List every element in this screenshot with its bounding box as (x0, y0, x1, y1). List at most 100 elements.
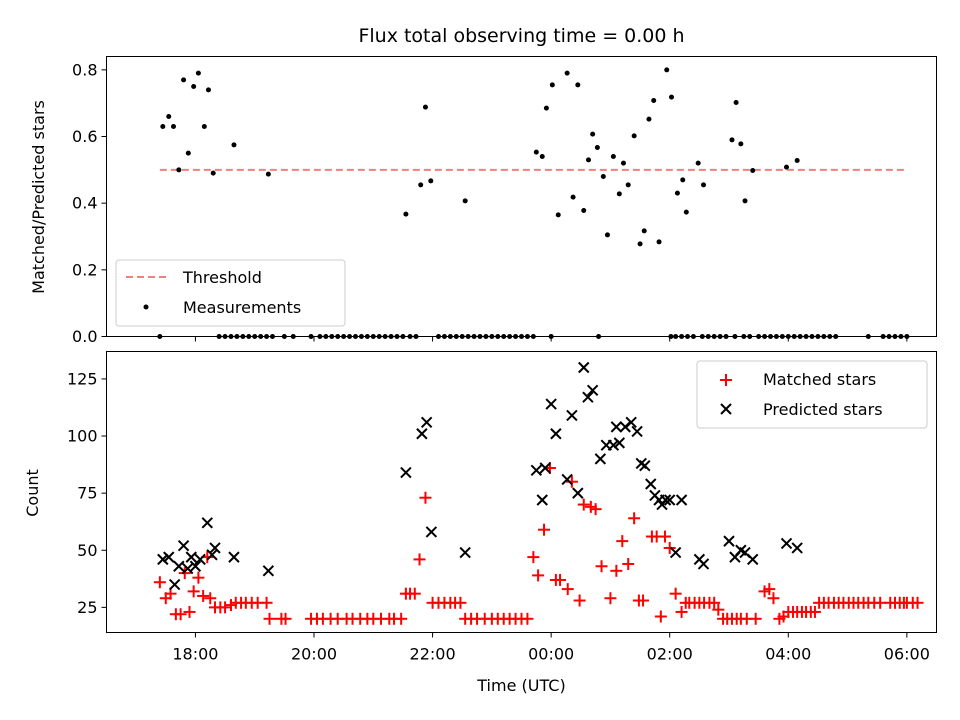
measurement-point (564, 70, 570, 76)
measurement-point (738, 141, 744, 147)
predicted-star-point (228, 551, 240, 563)
predicted-star-point (173, 560, 185, 572)
matched-star-point (595, 560, 608, 573)
measurement-point (620, 160, 626, 166)
measurement-point (827, 334, 833, 339)
legend-measurements-label: Measurements (183, 298, 301, 317)
measurement-point (477, 334, 483, 339)
measurement-point (723, 334, 729, 339)
predicted-star-point (530, 464, 543, 477)
measurement-point (323, 334, 329, 339)
measurement-point (453, 334, 459, 339)
predicted-star-point (607, 439, 620, 451)
measurement-point (513, 334, 519, 339)
predicted-stars-points (157, 361, 803, 591)
matched-star-point (532, 569, 545, 582)
measurement-point (388, 334, 394, 339)
measurement-point (519, 334, 524, 339)
measurement-point (784, 164, 790, 170)
predicted-star-point (586, 384, 599, 397)
matched-star-point (763, 583, 776, 596)
predicted-star-point (566, 409, 578, 422)
predicted-star-point (425, 526, 438, 538)
matched-star-point (521, 612, 534, 625)
matched-star-point (604, 592, 617, 605)
measurement-point (797, 334, 803, 339)
measurement-point (358, 334, 364, 339)
predicted-star-point (459, 546, 471, 559)
matched-star-point (637, 594, 650, 607)
bottom-y-tick-label: 125 (67, 369, 98, 388)
measurement-point (407, 334, 413, 339)
matched-star-point (808, 605, 821, 618)
bottom-x-tick-label: 02:00 (647, 645, 693, 664)
top-y-tick-label: 0.8 (72, 60, 97, 79)
measurement-point (680, 177, 686, 183)
predicted-star-point (594, 453, 607, 465)
measurement-point (265, 171, 271, 177)
legend-matched-label: Matched stars (763, 370, 876, 389)
measurement-point (170, 124, 176, 129)
matched-star-point (573, 594, 586, 607)
bottom-y-tick-label: 100 (67, 427, 98, 446)
top-x-ticks (194, 336, 908, 342)
matched-star-point (219, 601, 232, 614)
measurement-point (699, 334, 705, 339)
measurement-point (555, 212, 561, 218)
matched-star-point (527, 551, 540, 564)
matched-star-point (628, 512, 641, 525)
bottom-panel: 25 50 75 100 125 18:00 20:00 22:00 00:00 02:00 04… (23, 351, 937, 695)
predicted-star-point (420, 416, 433, 429)
measurement-point (809, 334, 815, 339)
measurement-point (210, 170, 216, 176)
bottom-y-ticks: 25 50 75 100 125 (67, 369, 107, 617)
predicted-star-point (185, 551, 197, 563)
measurement-point (683, 209, 689, 215)
measurement-point (641, 228, 647, 234)
measurement-point (674, 190, 680, 196)
measurement-point (631, 133, 637, 139)
bottom-y-tick-label: 50 (77, 541, 97, 560)
measurement-point (501, 334, 507, 339)
top-y-tick-label: 0.4 (72, 194, 97, 213)
measurement-point (575, 82, 581, 88)
measurement-point (695, 160, 701, 166)
measurement-point (880, 334, 886, 339)
predicted-star-point (747, 553, 759, 566)
measurement-point (370, 334, 376, 339)
measurement-point (668, 94, 674, 100)
measurement-point (185, 150, 191, 156)
measurement-point (570, 194, 576, 200)
bottom-x-tick-label: 20:00 (291, 645, 337, 664)
measurement-point (791, 334, 797, 339)
measurement-point (231, 142, 237, 148)
measurement-point (234, 334, 240, 339)
measurement-point (400, 334, 406, 339)
matched-star-point (749, 612, 762, 625)
predicted-star-point (163, 551, 175, 563)
measurement-point (270, 334, 275, 339)
measurements-points (157, 67, 910, 339)
bottom-legend: Matched stars Predicted stars (696, 360, 928, 429)
top-panel: 0.00.20.40.60.8 Matched/Predicted stars … (29, 56, 937, 346)
predicted-star-point (177, 539, 190, 552)
measurement-point (821, 334, 827, 339)
measurement-point (604, 232, 610, 238)
measurement-point (600, 174, 606, 179)
matched-star-point (395, 612, 408, 625)
matched-star-point (767, 592, 780, 605)
measurement-point (281, 334, 287, 339)
predicted-star-point (189, 560, 202, 572)
bottom-plot-frame (106, 351, 937, 633)
measurement-point (428, 178, 434, 184)
measurement-point (549, 82, 555, 88)
bottom-x-tick-label: 00:00 (528, 645, 574, 664)
predicted-star-point (262, 565, 275, 577)
matched-star-point (577, 498, 590, 511)
predicted-star-point (168, 578, 181, 591)
matched-star-point (911, 596, 924, 609)
measurement-point (773, 334, 779, 339)
bottom-x-tick-label: 06:00 (884, 645, 930, 664)
predicted-star-point (613, 437, 626, 449)
